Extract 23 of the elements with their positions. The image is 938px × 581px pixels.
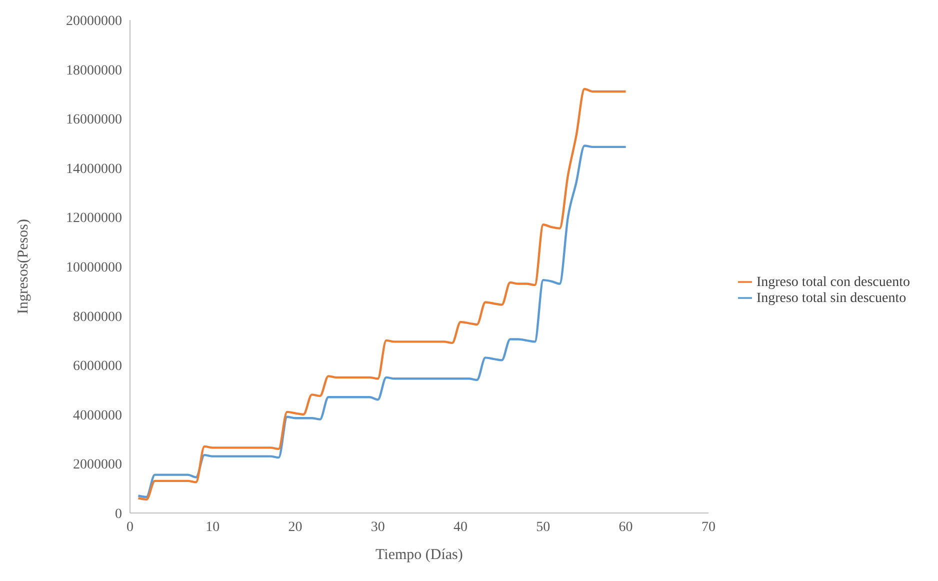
y-tick-label: 12000000 [66,211,122,226]
x-tick-label: 50 [536,520,550,535]
x-tick-label: 70 [701,520,716,535]
x-axis-title: Tiempo (Días) [376,547,463,563]
y-tick-label: 18000000 [66,63,122,78]
x-tick-label: 20 [288,520,302,535]
y-axis-title: Ingresos(Pesos) [15,219,32,314]
y-tick-label: 6000000 [73,359,122,374]
y-tick-label: 10000000 [66,260,122,276]
x-tick-label: 60 [618,520,633,535]
y-tick-label: 20000000 [66,14,122,29]
x-tick-label: 10 [206,520,220,535]
y-tick-label: 0 [115,506,122,522]
x-tick-label: 0 [126,520,134,535]
y-tick-label: 16000000 [66,112,122,128]
y-tick-label: 14000000 [66,162,122,177]
y-tick-label: 8000000 [73,310,122,325]
x-tick-label: 40 [454,520,468,535]
y-tick-label: 2000000 [73,458,122,473]
legend-label: Ingreso total con descuento [756,274,910,290]
x-tick-label: 30 [370,520,385,535]
legend-label: Ingreso total sin descuento [756,290,906,306]
y-tick-label: 4000000 [73,408,122,424]
